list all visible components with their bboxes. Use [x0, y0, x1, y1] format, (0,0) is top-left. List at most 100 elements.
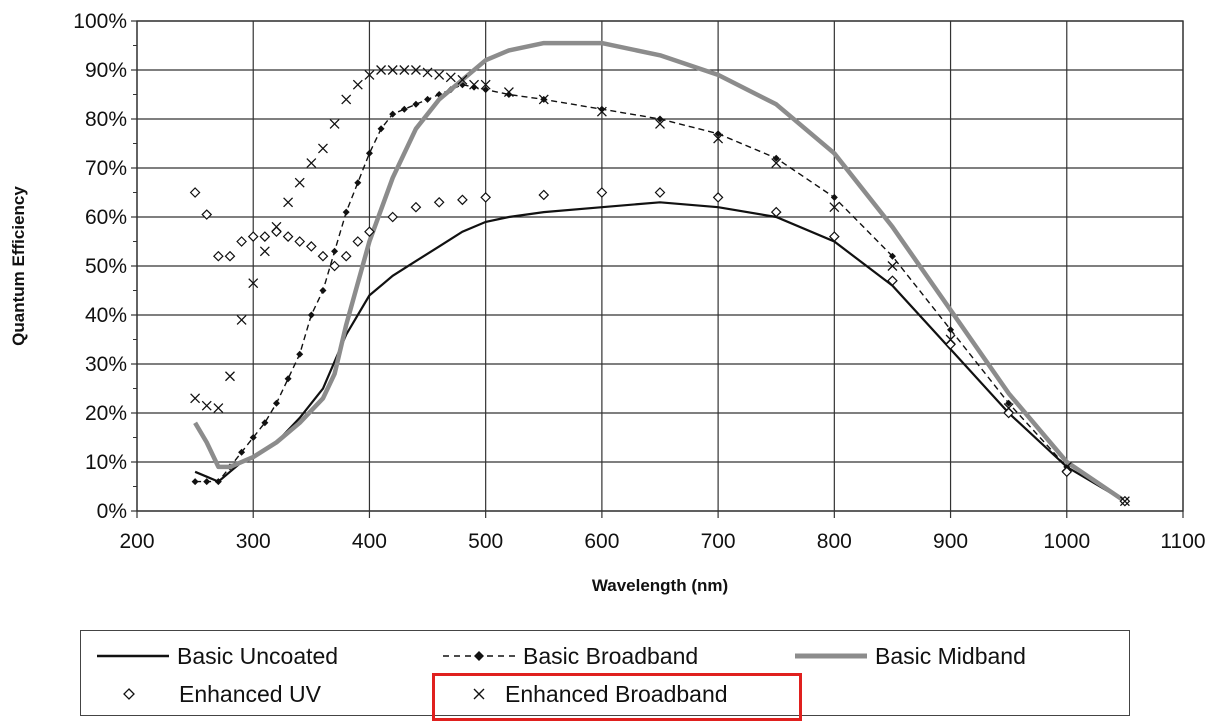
- x-tick-label: 600: [584, 530, 619, 553]
- data-point: [317, 143, 328, 154]
- series-enhanced-broadband: [190, 65, 1130, 507]
- x-tick-label: 800: [817, 530, 852, 553]
- plot-frame: [136, 20, 1184, 512]
- data-point: [271, 221, 282, 232]
- data-point: [352, 236, 364, 247]
- data-point: [457, 74, 468, 85]
- solid-line-swatch-icon: [97, 654, 169, 658]
- data-point: [712, 192, 724, 203]
- data-point: [319, 287, 327, 294]
- data-point: [947, 326, 955, 334]
- data-point: [1003, 403, 1014, 414]
- data-point: [272, 399, 280, 407]
- data-point: [305, 241, 317, 252]
- data-point: [469, 79, 480, 90]
- data-point: [331, 247, 339, 255]
- data-point: [387, 211, 399, 223]
- data-point: [282, 231, 294, 242]
- data-point: [470, 83, 478, 91]
- data-point: [887, 275, 898, 287]
- x-marker-swatch-icon: [473, 688, 485, 700]
- data-point: [271, 226, 282, 238]
- data-point: [329, 260, 340, 272]
- data-point: [945, 339, 956, 350]
- series-basic-uncoated: [194, 201, 1126, 503]
- data-point: [410, 201, 422, 213]
- data-point: [945, 334, 956, 345]
- data-point: [225, 371, 235, 382]
- data-point: [364, 69, 375, 80]
- data-point: [352, 79, 363, 90]
- data-point: [213, 403, 224, 414]
- y-tick-label: 10%: [85, 451, 127, 474]
- data-point: [377, 125, 385, 133]
- data-point: [238, 448, 246, 456]
- data-point: [482, 86, 490, 94]
- x-tick-label: 500: [468, 530, 503, 553]
- data-point: [236, 314, 247, 325]
- open-diamond-swatch-icon: [123, 688, 135, 700]
- data-point: [354, 179, 362, 187]
- y-axis-title: Quantum Efficiency: [9, 186, 28, 346]
- data-point: [214, 478, 222, 486]
- data-point: [457, 194, 468, 206]
- data-point: [224, 250, 236, 262]
- data-point: [412, 100, 420, 108]
- legend-label: Enhanced Broadband: [505, 680, 728, 707]
- data-point: [422, 67, 433, 78]
- data-point: [283, 197, 294, 208]
- series-line: [193, 40, 1127, 504]
- legend-item-enhanced-broadband: Enhanced Broadband: [459, 679, 728, 709]
- data-point: [296, 350, 304, 358]
- grid: [136, 20, 1184, 512]
- data-point: [399, 65, 410, 75]
- data-point: [259, 231, 271, 242]
- data-point: [189, 187, 201, 198]
- legend: Basic Uncoated Basic Broadband Basic Mid…: [80, 630, 1130, 716]
- data-point: [294, 236, 306, 247]
- data-point: [190, 393, 201, 404]
- data-point: [259, 246, 270, 257]
- x-tick-label: 1100: [1160, 530, 1205, 553]
- legend-label: Basic Uncoated: [177, 642, 339, 669]
- data-point: [424, 95, 432, 103]
- series-line: [194, 201, 1126, 503]
- data-point: [201, 400, 212, 411]
- data-point: [829, 202, 840, 213]
- data-point: [596, 106, 607, 117]
- data-point: [538, 94, 549, 105]
- x-tick-label: 300: [236, 530, 271, 553]
- x-tick-label: 900: [933, 530, 968, 553]
- data-point: [400, 105, 408, 113]
- data-point: [654, 187, 666, 198]
- data-point: [307, 311, 315, 319]
- data-point: [1061, 461, 1072, 472]
- x-tick-label: 700: [701, 530, 736, 553]
- series-layer: [189, 40, 1131, 507]
- x-tick-label: 200: [119, 530, 154, 553]
- data-point: [410, 65, 421, 75]
- data-point: [387, 65, 398, 75]
- data-point: [655, 118, 665, 129]
- legend-label: Basic Broadband: [523, 642, 699, 669]
- data-point: [261, 419, 269, 427]
- data-point: [365, 149, 373, 157]
- tick-labels: 0% 10% 20% 30% 40% 50% 60% 70% 80% 90% 100% 200 300 4…: [73, 10, 1205, 553]
- series-basic-midband: [193, 40, 1127, 504]
- axes: [131, 20, 1184, 518]
- dashed-diamond-swatch-icon: [443, 651, 515, 661]
- data-point: [294, 177, 305, 188]
- data-point: [342, 208, 350, 216]
- data-point: [830, 193, 838, 201]
- data-point: [772, 154, 780, 162]
- y-tick-label: 0%: [97, 500, 127, 523]
- data-point: [203, 478, 211, 486]
- data-point: [770, 206, 782, 218]
- data-point: [503, 87, 514, 98]
- data-point: [538, 189, 550, 201]
- data-point: [201, 209, 213, 220]
- legend-item-basic-broadband: Basic Broadband: [441, 641, 698, 671]
- series-enhanced-uv: [189, 187, 1131, 507]
- data-point: [249, 434, 257, 441]
- thick-gray-line-swatch-icon: [795, 653, 867, 659]
